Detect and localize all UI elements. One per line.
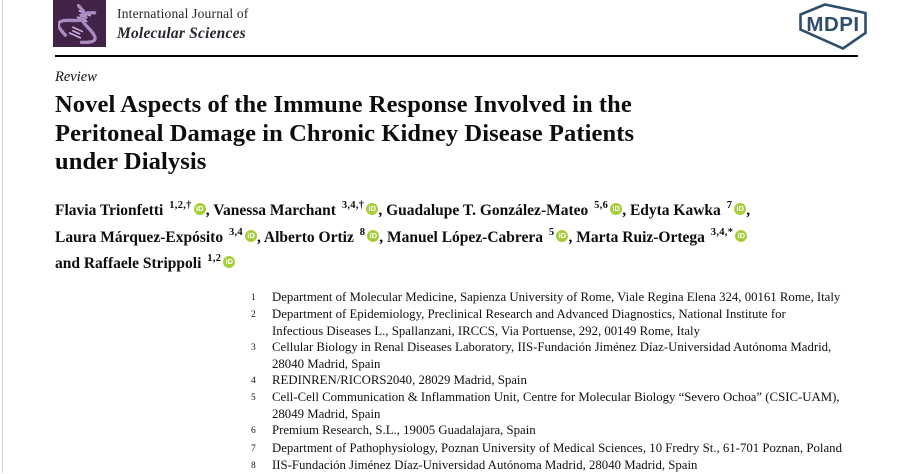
author-affiliation-superscript: 3,4 (228, 226, 243, 238)
orcid-icon[interactable]: iD (244, 229, 257, 242)
affiliation-number: 6 (251, 426, 256, 437)
orcid-icon[interactable]: iD (735, 229, 748, 242)
author-name: Marta Ruiz-Ortega (576, 228, 709, 246)
affiliation-text-line: Cellular Biology in Renal Diseases Labor… (272, 340, 832, 355)
affiliation-number: 8 (251, 461, 256, 472)
author-name: Edyta Kawka (629, 202, 725, 220)
author-affiliation-superscript: 3,4,* (710, 226, 734, 238)
affiliation-text-line: REDINREN/RICORS2040, 28029 Madrid, Spain (272, 373, 527, 388)
affiliation-text: REDINREN/RICORS2040, 28029 Madrid, Spain (272, 372, 884, 389)
orcid-icon[interactable]: iD (223, 256, 236, 269)
affiliation-text: Department of Molecular Medicine, Sapien… (272, 289, 884, 306)
affiliation-text-line: Department of Molecular Medicine, Sapien… (272, 290, 841, 304)
affiliation-item: 3 Cellular Biology in Renal Diseases Labo… (251, 339, 884, 372)
author-name: Manuel López-Cabrera (387, 228, 547, 246)
affiliation-item: 5 Cell-Cell Communication & Inflammation … (251, 389, 884, 422)
orcid-icon[interactable]: iD (556, 229, 569, 242)
mdpi-logo: MDPI (798, 3, 874, 56)
author-line: Laura Márquez-Expósito 3,4 iD, Alberto Or… (55, 223, 750, 250)
mdpi-wordmark: MDPI (806, 13, 859, 36)
journal-name-line2: Molecular Sciences (117, 25, 246, 42)
affiliation-number: 3 (251, 343, 256, 354)
article-title: Novel Aspects of the Immune Response Inv… (55, 91, 634, 177)
author-affiliation-superscript: 8 (359, 226, 366, 238)
header-divider (55, 55, 858, 57)
article-title-line1: Novel Aspects of the Immune Response Inv… (55, 91, 632, 118)
affiliation-text-line: 28040 Madrid, Spain (272, 356, 381, 371)
author-line: Flavia Trionfetti 1,2,† iD, Vanessa March… (55, 200, 751, 220)
affiliation-item: 8 IIS-Fundación Jiménez Díaz-Universidad … (251, 457, 884, 474)
affiliation-text-line: IIS-Fundación Jiménez Díaz-Universidad A… (272, 458, 698, 473)
mdpi-hexagon-icon: MDPI (799, 3, 867, 50)
affiliation-text: Department of Pathophysiology, Poznan Un… (272, 440, 884, 457)
orcid-icon[interactable]: iD (367, 229, 380, 242)
affiliation-text-line: Department of Pathophysiology, Poznan Un… (272, 440, 842, 455)
author-affiliation-superscript: 7 (726, 200, 733, 211)
author-affiliation-superscript: 1,2,† (169, 200, 192, 211)
author-list: Flavia Trionfetti 1,2,† iD, Vanessa March… (55, 196, 750, 276)
affiliation-number: 5 (251, 393, 256, 404)
author-line: and Raffaele Strippoli 1,2 iD (55, 249, 750, 276)
affiliation-text-line: 28049 Madrid, Spain (272, 406, 381, 421)
orcid-icon[interactable]: iD (366, 203, 379, 216)
affiliation-text: IIS-Fundación Jiménez Díaz-Universidad A… (272, 457, 884, 474)
page-edge-line (2, 0, 3, 473)
author-name: Vanessa Marchant (213, 202, 340, 220)
author-name: Alberto Ortiz (263, 228, 358, 246)
author-affiliation-superscript: 5 (548, 226, 555, 238)
affiliation-item: 2 Department of Epidemiology, Preclinical… (251, 306, 884, 339)
author-affiliation-superscript: 1,2 (207, 253, 222, 265)
affiliation-text: Premium Research, S.L., 19005 Guadalajar… (272, 422, 884, 439)
dna-helix-icon (57, 3, 97, 44)
author-affiliation-superscript: 3,4,† (341, 200, 365, 211)
affiliation-text-line: Department of Epidemiology, Preclinical … (272, 307, 786, 322)
affiliation-text-line: Infectious Diseases L., Spallanzani, IRC… (272, 323, 700, 338)
affiliation-number: 7 (251, 443, 256, 454)
affiliation-text-line: Cell-Cell Communication & Inflammation U… (272, 390, 840, 405)
affiliation-text: Cell-Cell Communication & Inflammation U… (272, 389, 884, 422)
orcid-icon[interactable]: iD (610, 203, 623, 216)
author-affiliation-superscript: 5,6 (594, 200, 609, 211)
affiliation-item: 6 Premium Research, S.L., 19005 Guadalaja… (251, 422, 884, 439)
author-name: and Raffaele Strippoli (55, 255, 206, 273)
affiliation-item: 7 Department of Pathophysiology, Poznan U… (251, 440, 884, 457)
affiliation-text: Department of Epidemiology, Preclinical … (272, 306, 884, 339)
journal-name-line1: International Journal of (117, 6, 249, 21)
affiliation-text-line: Premium Research, S.L., 19005 Guadalajar… (272, 423, 536, 438)
journal-name: International Journal of Molecular Scien… (117, 0, 249, 43)
journal-logo (53, 0, 106, 47)
affiliation-item: 1 Department of Molecular Medicine, Sapie… (251, 289, 884, 306)
affiliation-number: 1 (251, 293, 256, 303)
article-type-label: Review (55, 69, 97, 85)
affiliation-text: Cellular Biology in Renal Diseases Labor… (272, 339, 884, 372)
author-name: Flavia Trionfetti (55, 202, 168, 220)
affiliation-number: 4 (251, 376, 256, 387)
author-name: Guadalupe T. González-Mateo (386, 202, 593, 220)
journal-header: International Journal of Molecular Scien… (53, 0, 874, 56)
article-title-line3: under Dialysis (55, 148, 207, 175)
orcid-icon[interactable]: iD (193, 203, 206, 216)
author-name: Laura Márquez-Expósito (55, 228, 227, 246)
affiliation-number: 2 (251, 310, 256, 321)
affiliation-item: 4 REDINREN/RICORS2040, 28029 Madrid, Spai… (251, 372, 884, 389)
article-title-line2: Peritoneal Damage in Chronic Kidney Dise… (55, 119, 635, 147)
orcid-icon[interactable]: iD (734, 203, 747, 216)
affiliation-list: 1 Department of Molecular Medicine, Sapie… (251, 289, 884, 474)
